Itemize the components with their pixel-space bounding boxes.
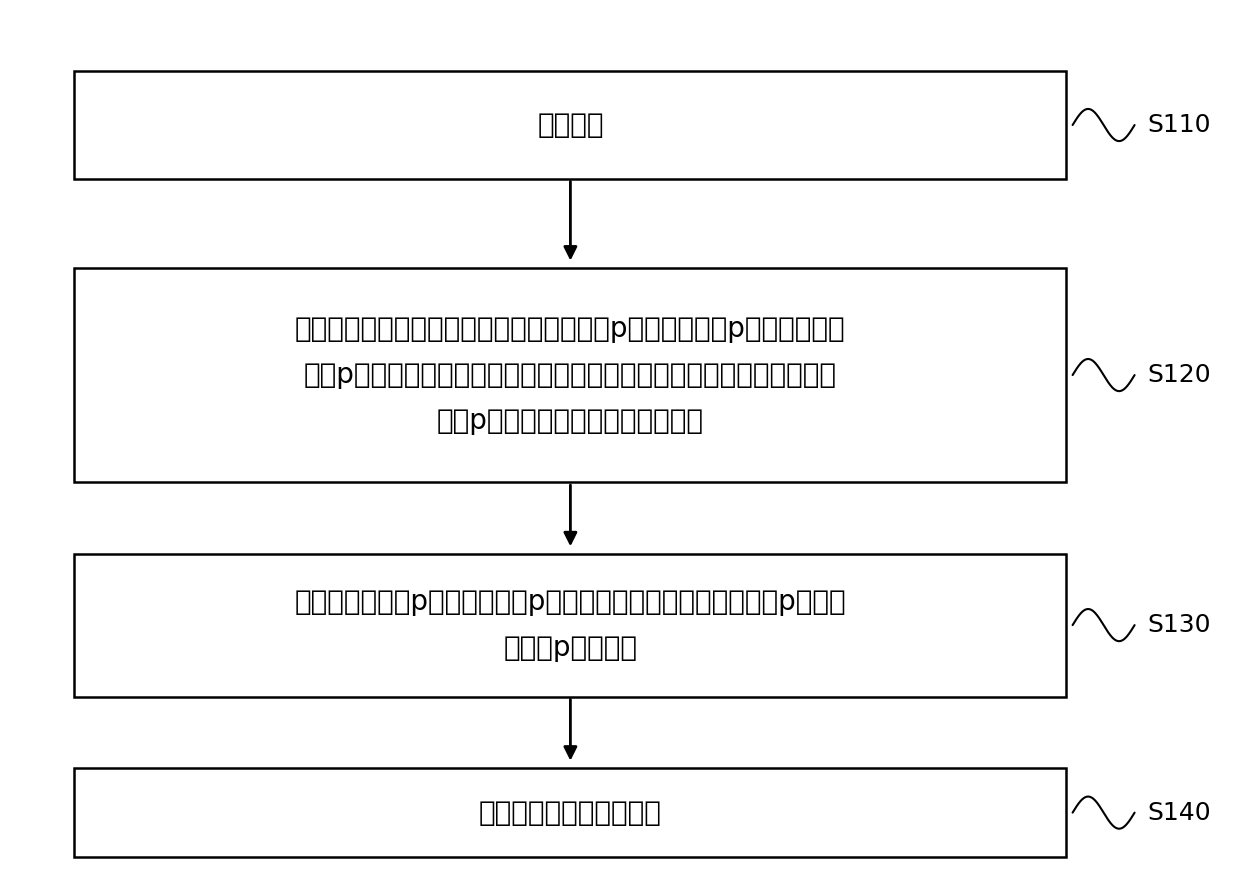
Text: S140: S140 xyxy=(1147,801,1210,824)
FancyBboxPatch shape xyxy=(74,268,1066,482)
Text: 在衬底一侧依次形成应力缓冲层、外延层、p型栅极层以及p型表面盖层，
其中p型表面盖层中掺杂物的掺杂浓度渐变或阶跃跳变，且最大掺杂浓度
小于p型栅极层中掺杂物的掺: 在衬底一侧依次形成应力缓冲层、外延层、p型栅极层以及p型表面盖层， 其中p型表面… xyxy=(295,315,846,435)
FancyBboxPatch shape xyxy=(74,554,1066,697)
Text: S130: S130 xyxy=(1147,613,1210,637)
Text: S120: S120 xyxy=(1147,363,1210,387)
FancyBboxPatch shape xyxy=(74,768,1066,857)
Text: 形成栅极、源极以及漏极: 形成栅极、源极以及漏极 xyxy=(479,798,662,827)
Text: S110: S110 xyxy=(1147,113,1210,137)
Text: 保留栅极区域的p型表面盖层和p型栅极层，去除栅极区域之外的p型表面
盖层和p型栅极层: 保留栅极区域的p型表面盖层和p型栅极层，去除栅极区域之外的p型表面 盖层和p型栅… xyxy=(295,588,846,662)
FancyBboxPatch shape xyxy=(74,71,1066,179)
Text: 提供衬底: 提供衬底 xyxy=(537,111,604,139)
